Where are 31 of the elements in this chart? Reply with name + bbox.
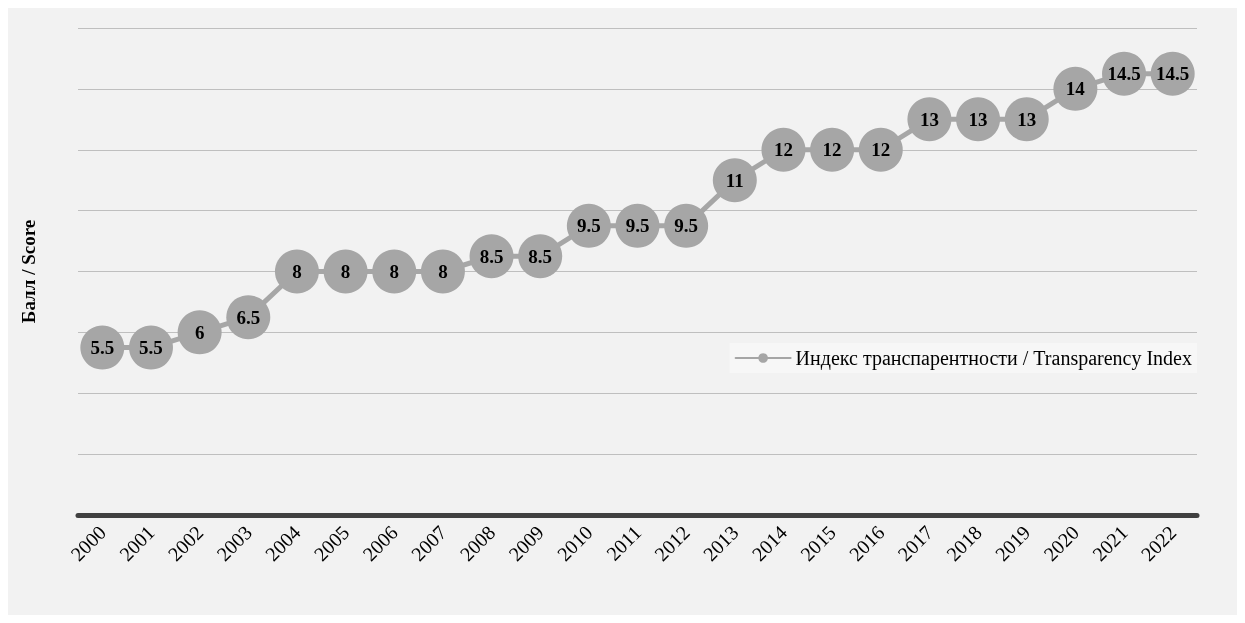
data-label: 8 (389, 261, 399, 282)
data-label: 9.5 (576, 215, 601, 237)
point (274, 249, 319, 294)
data-label: 11 (725, 169, 744, 191)
point (177, 310, 222, 355)
data-label: 8 (340, 261, 351, 282)
data-label: 14.5 (1107, 63, 1141, 85)
data-label: 8 (292, 261, 302, 282)
data-label: 12 (871, 139, 891, 161)
data-label: 9.5 (674, 215, 699, 237)
data-label: 8.5 (479, 245, 504, 267)
data-label: 6 (194, 321, 205, 343)
data-label: 12 (822, 139, 842, 161)
legend-label: Индекс транспарентности / Transparency Index (795, 347, 1193, 370)
data-label: 13 (1017, 108, 1037, 130)
data-label: 8 (438, 261, 448, 282)
point (323, 249, 368, 294)
data-label: 8.5 (528, 245, 553, 267)
data-label: 14 (1065, 78, 1086, 100)
data-label: 13 (968, 108, 988, 130)
x-tick-label: 2011 (601, 521, 646, 565)
point (420, 249, 465, 294)
data-label: 6.5 (236, 306, 261, 328)
point (372, 249, 417, 294)
data-label: 5.5 (139, 337, 163, 359)
data-label: 5.5 (90, 337, 115, 359)
data-label: 12 (773, 139, 793, 161)
data-label: 9.5 (625, 215, 650, 237)
data-label: 14.5 (1156, 63, 1190, 85)
y-axis-title: Балл / Score (18, 219, 39, 324)
data-label: 13 (919, 108, 939, 130)
